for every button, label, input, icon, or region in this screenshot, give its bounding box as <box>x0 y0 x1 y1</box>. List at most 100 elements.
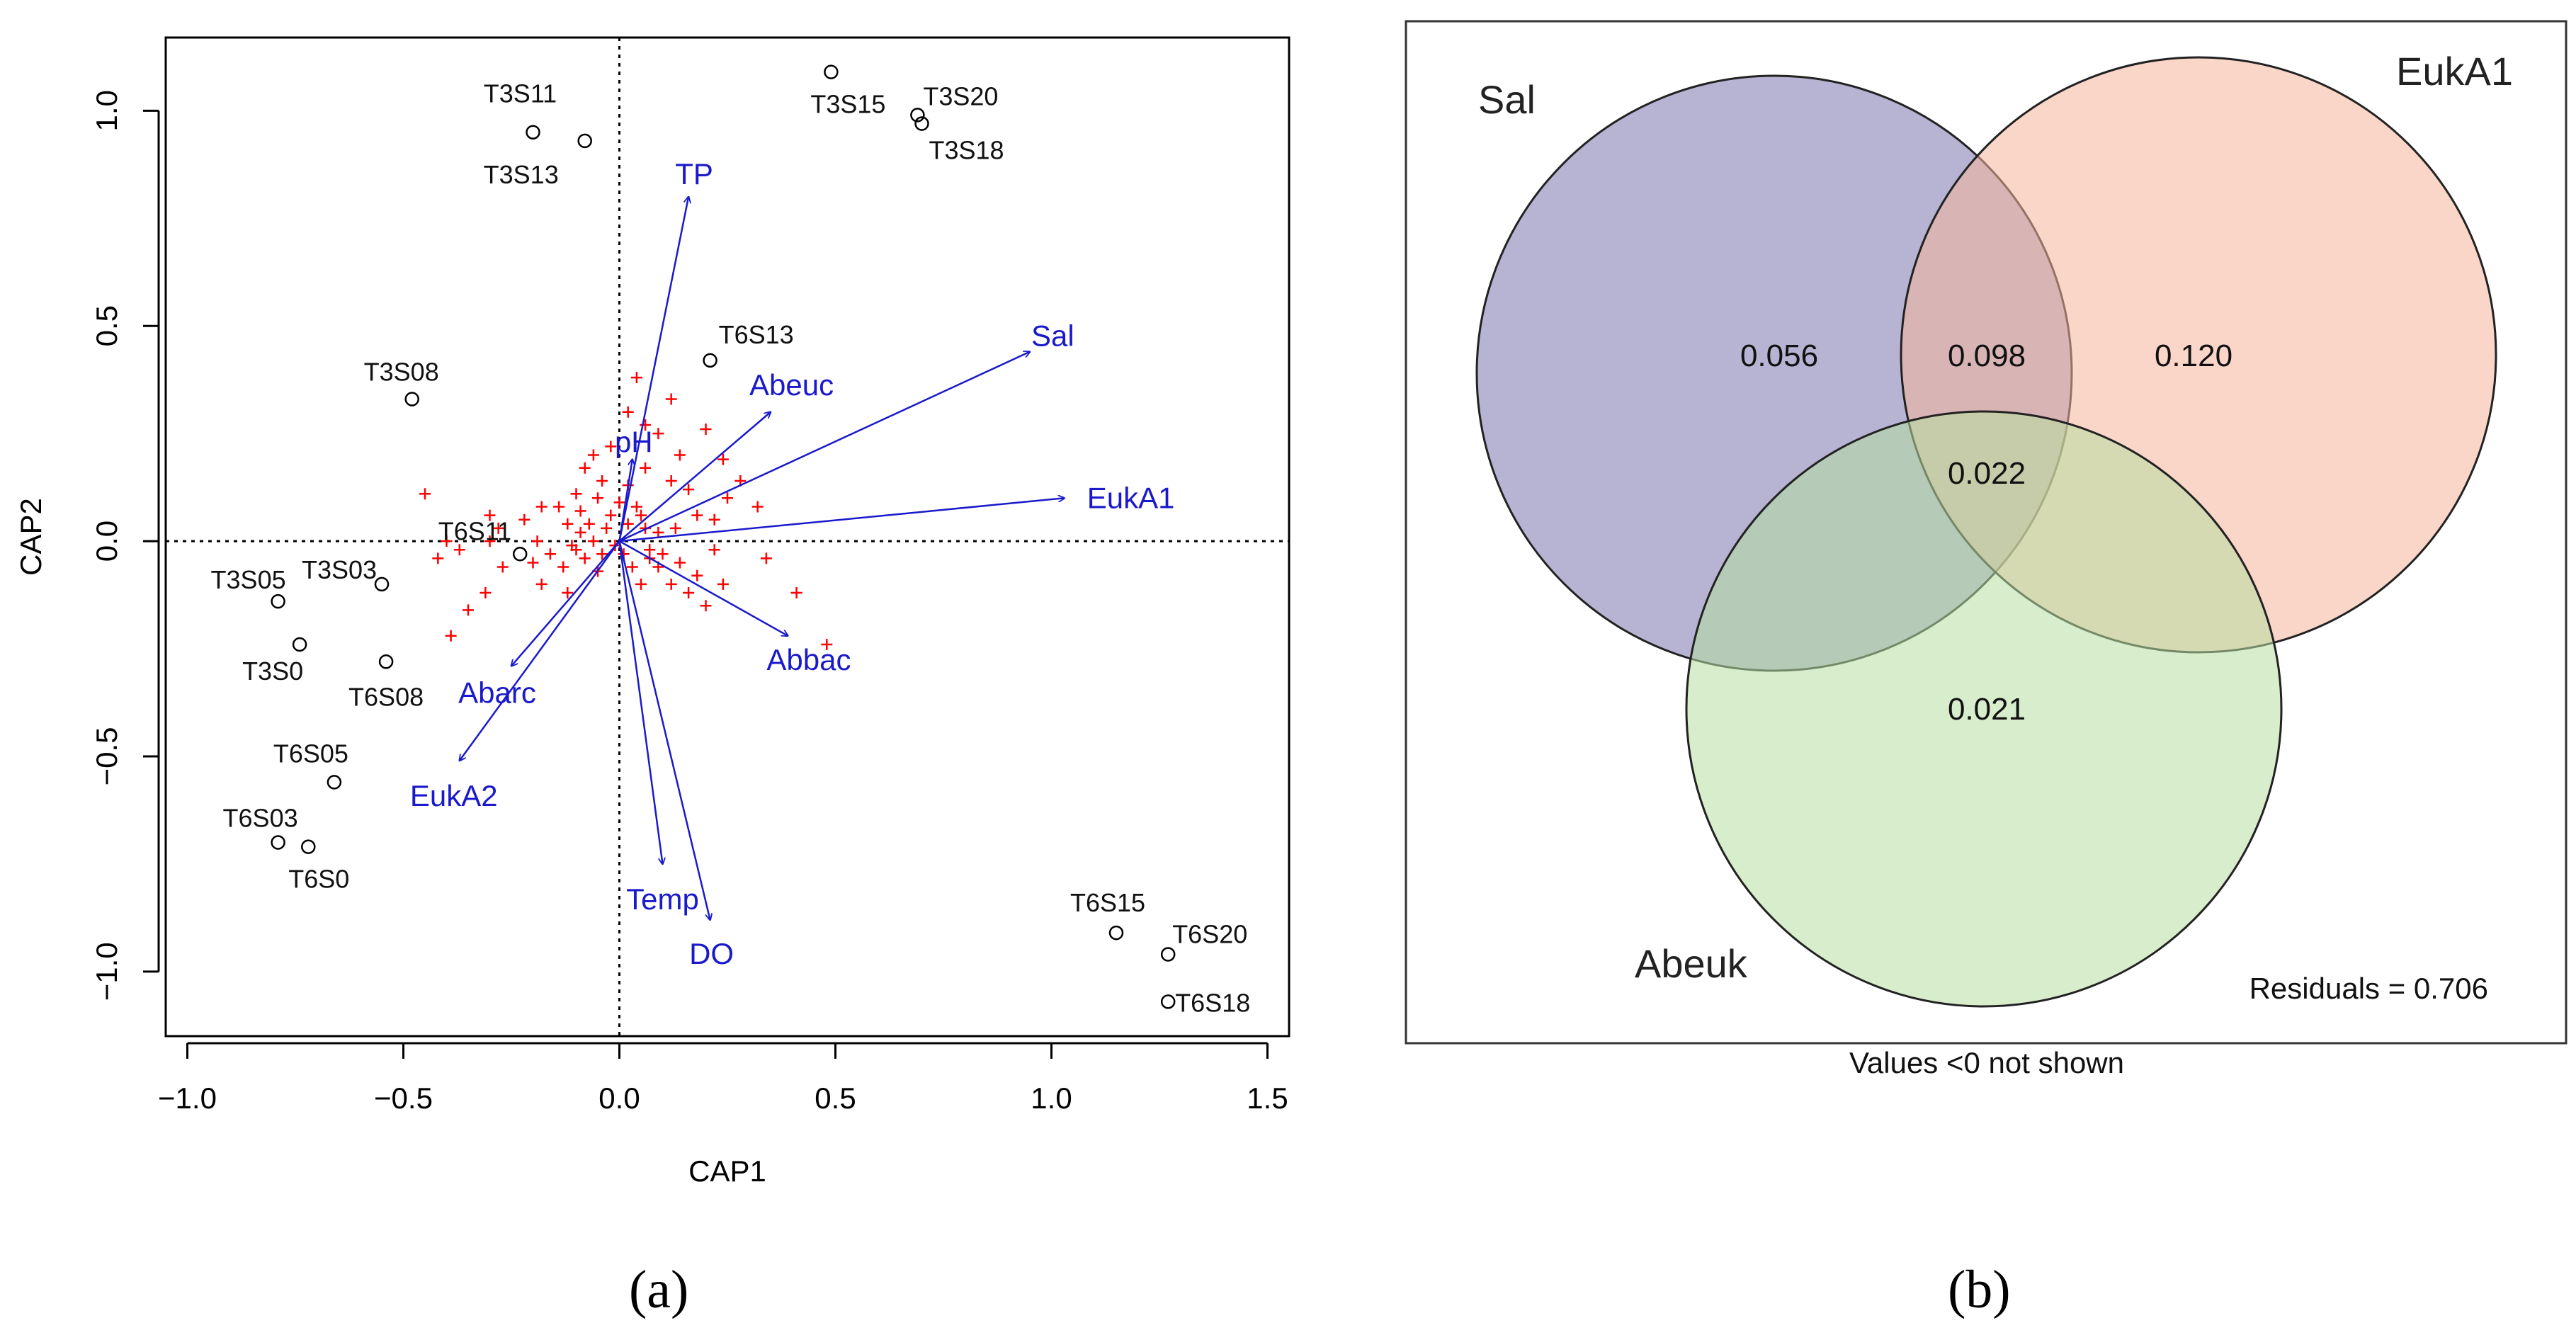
species-point <box>557 561 569 573</box>
species-point <box>527 557 539 569</box>
site-point <box>1108 925 1124 941</box>
species-point <box>652 526 664 538</box>
species-point <box>562 587 574 599</box>
species-point <box>669 522 681 534</box>
vector-arrow <box>618 352 1031 542</box>
venn-value-euka1-only: 0.120 <box>2155 339 2232 373</box>
site-label: T3S08 <box>364 358 439 387</box>
species-point <box>605 441 617 453</box>
species-point <box>635 509 647 521</box>
species-point <box>535 578 547 590</box>
plot-frame <box>164 36 1290 1038</box>
species-point <box>622 406 634 418</box>
site-label: T3S13 <box>484 160 559 189</box>
species-point <box>596 475 608 487</box>
species-point <box>630 501 642 513</box>
species-point <box>592 492 603 504</box>
species-point <box>665 578 677 590</box>
species-point <box>821 638 833 650</box>
axes: −1.0 −0.5 0.0 0.5 1.0 1.5 −1.0 −0.5 0.0 0.5 1.0 <box>90 90 1288 1115</box>
venn-frame <box>1405 20 2568 1045</box>
site-label: T6S08 <box>348 682 424 711</box>
species-point <box>635 578 647 590</box>
vector-label: Abarc <box>458 676 536 709</box>
species-point <box>717 453 729 465</box>
species-point <box>640 462 652 474</box>
species-point <box>652 428 664 440</box>
vector-label: DO <box>689 937 734 970</box>
site-point <box>404 392 419 407</box>
species-point <box>419 488 431 500</box>
species-point <box>760 552 772 564</box>
vector-arrow <box>511 540 620 666</box>
species-point <box>544 548 556 560</box>
vector-label: Temp <box>626 882 699 916</box>
site-label: T6S05 <box>273 739 348 768</box>
site-label: T3S18 <box>929 136 1004 165</box>
venn-label-abeuk: Abeuk <box>1635 941 1748 986</box>
site-points: T3S11 T3S13 T3S15 T3S20 T3S18 T3S08 T6S13 T6S11… <box>211 64 1250 1017</box>
vector-label: TP <box>675 157 713 191</box>
venn-label-sal: Sal <box>1478 77 1536 122</box>
species-point <box>613 496 625 509</box>
species-point <box>497 561 509 573</box>
species-point <box>596 548 608 560</box>
x-tick-label: −1.0 <box>158 1081 217 1115</box>
species-point <box>626 561 638 573</box>
species-point <box>605 509 617 521</box>
residuals-text: Residuals = 0.706 <box>2249 972 2488 1005</box>
x-axis-label: CAP1 <box>688 1154 766 1188</box>
species-point <box>484 535 496 547</box>
site-point <box>824 64 839 79</box>
panel-b-label: (b) <box>1948 1260 2011 1319</box>
site-point <box>1160 947 1176 962</box>
site-label: T3S05 <box>211 565 286 594</box>
venn-label-euka1: EukA1 <box>2396 49 2513 93</box>
species-point <box>790 587 802 599</box>
values-note: Values <0 not shown <box>1849 1046 2124 1079</box>
species-point <box>587 535 599 547</box>
site-point <box>577 133 592 149</box>
vector-label: Abbac <box>766 643 851 676</box>
x-tick-label: 0.5 <box>815 1081 856 1115</box>
vector-arrow <box>618 540 788 636</box>
site-point <box>374 576 390 592</box>
site-label: T6S0 <box>288 865 349 894</box>
site-point <box>292 637 307 652</box>
site-label: T3S03 <box>302 555 377 584</box>
species-point <box>640 419 652 431</box>
vector-arrow <box>618 460 632 542</box>
site-point <box>271 835 285 850</box>
venn-value-abeuk-only: 0.021 <box>1948 692 2026 727</box>
species-point <box>531 535 543 547</box>
x-tick-label: 0.0 <box>598 1081 640 1115</box>
species-point <box>708 544 720 556</box>
species-point <box>553 501 565 513</box>
species-point <box>683 484 695 496</box>
y-tick-label: −1.0 <box>90 942 123 1001</box>
vector-label: EukA2 <box>410 779 498 812</box>
species-point <box>657 548 669 560</box>
site-point <box>1160 994 1176 1009</box>
species-point <box>751 501 764 513</box>
vector-label: EukA1 <box>1087 481 1175 514</box>
species-point <box>441 535 453 547</box>
species-point <box>700 424 712 436</box>
site-point <box>910 108 925 123</box>
vector-arrow <box>618 540 710 920</box>
species-point <box>674 557 686 569</box>
venn-value-sal-only: 0.056 <box>1740 339 1818 373</box>
species-point <box>691 509 703 521</box>
site-point <box>378 654 394 669</box>
site-label: T6S15 <box>1070 888 1145 917</box>
species-point <box>630 372 642 384</box>
vector-arrow <box>618 197 689 542</box>
species-point <box>700 600 712 612</box>
y-tick-label: 0.0 <box>90 521 123 562</box>
site-point <box>703 353 717 368</box>
site-point <box>526 125 540 140</box>
species-point <box>722 492 733 504</box>
site-label: T6S13 <box>719 320 794 349</box>
species-point <box>587 449 599 461</box>
vector-arrow <box>460 540 620 761</box>
